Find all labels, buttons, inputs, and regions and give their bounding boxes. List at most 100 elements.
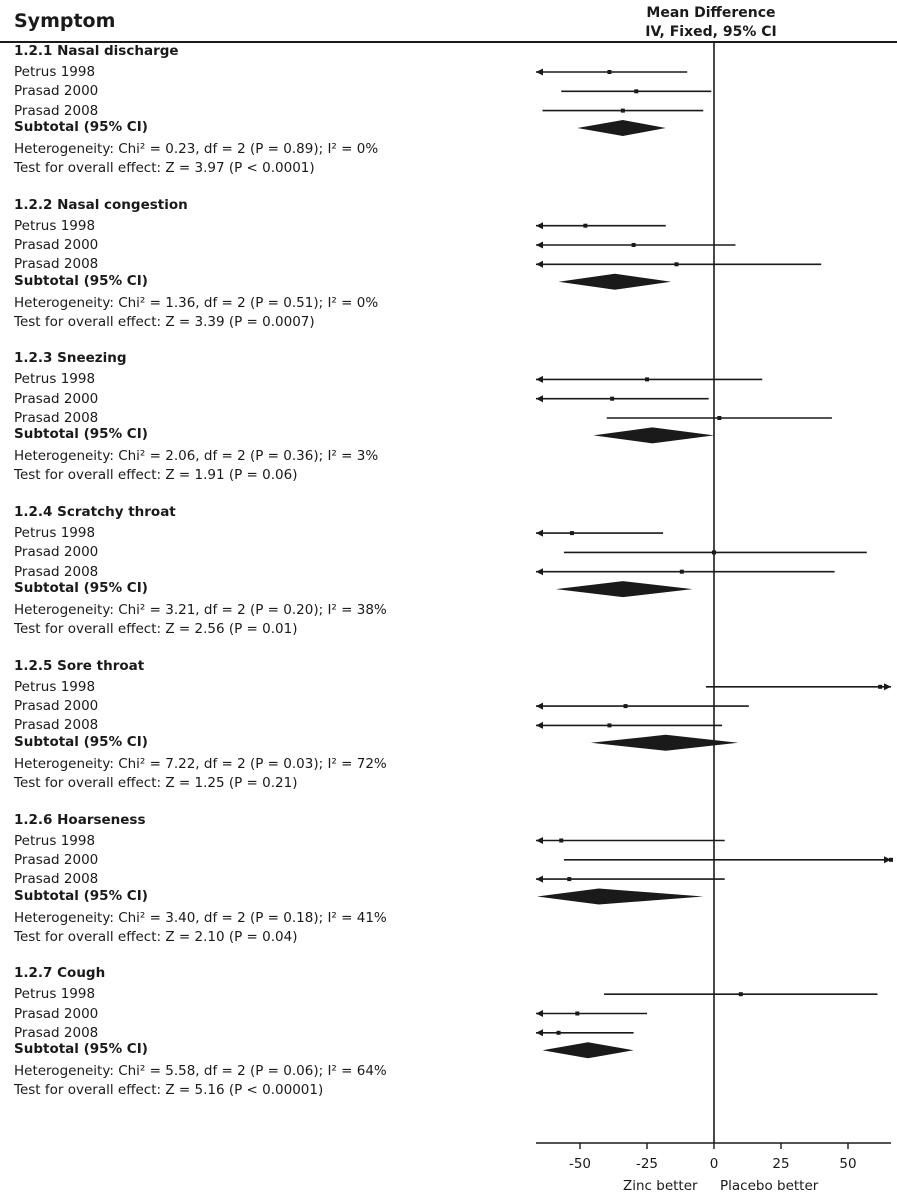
study-name: Prasad 2008 bbox=[14, 256, 99, 273]
ci-arrow-left bbox=[536, 529, 543, 537]
ci-arrow-left bbox=[536, 1010, 543, 1017]
study-point bbox=[575, 1011, 580, 1016]
heterogeneity-text: Heterogeneity: Chi² = 2.06, df = 2 (P = … bbox=[14, 448, 379, 465]
ci-arrow-left bbox=[536, 837, 543, 844]
column-title: Symptom bbox=[14, 10, 116, 32]
ci-arrow-left bbox=[536, 721, 543, 729]
study-name: Prasad 2000 bbox=[14, 851, 99, 868]
study-point bbox=[889, 857, 893, 862]
heterogeneity-text: Heterogeneity: Chi² = 3.21, df = 2 (P = … bbox=[14, 602, 387, 619]
study-name: Prasad 2000 bbox=[14, 390, 99, 407]
subtotal-label: Subtotal (95% CI) bbox=[14, 887, 148, 904]
x-tick-label: 50 bbox=[839, 1156, 856, 1172]
study-point bbox=[620, 108, 625, 113]
overall-effect-text: Test for overall effect: Z = 2.10 (P = 0… bbox=[14, 928, 298, 945]
study-name: Petrus 1998 bbox=[14, 832, 96, 849]
md-header-line1: Mean Difference bbox=[646, 5, 776, 21]
x-tick-label: -50 bbox=[569, 1156, 591, 1172]
study-point bbox=[607, 70, 612, 74]
x-tick-label: -25 bbox=[636, 1156, 658, 1172]
heterogeneity-text: Heterogeneity: Chi² = 0.23, df = 2 (P = … bbox=[14, 141, 379, 157]
study-point bbox=[583, 223, 588, 228]
study-name: Petrus 1998 bbox=[14, 678, 96, 695]
ci-arrow-right bbox=[884, 683, 891, 691]
ci-arrow-left bbox=[536, 1029, 543, 1037]
study-point bbox=[607, 723, 612, 728]
x-tick-label: 0 bbox=[710, 1156, 719, 1172]
group-title: 1.2.4 Scratchy throat bbox=[14, 504, 176, 521]
subtotal-label: Subtotal (95% CI) bbox=[14, 426, 148, 443]
study-point bbox=[567, 877, 572, 882]
overall-effect-text: Test for overall effect: Z = 1.91 (P = 0… bbox=[14, 467, 298, 484]
study-name: Prasad 2008 bbox=[14, 563, 99, 580]
study-name: Petrus 1998 bbox=[14, 525, 96, 542]
ci-arrow-left bbox=[536, 875, 543, 883]
heterogeneity-text: Heterogeneity: Chi² = 3.40, df = 2 (P = … bbox=[14, 909, 387, 926]
favours-left-label: Zinc better bbox=[623, 1178, 698, 1194]
study-name: Prasad 2000 bbox=[14, 1005, 99, 1022]
study-point bbox=[556, 1030, 561, 1035]
study-name: Prasad 2008 bbox=[14, 717, 99, 734]
subtotal-diamond bbox=[555, 581, 693, 598]
study-name: Petrus 1998 bbox=[14, 986, 96, 1003]
ci-arrow-left bbox=[536, 395, 543, 403]
group-title: 1.2.2 Nasal congestion bbox=[14, 196, 188, 213]
subtotal-label: Subtotal (95% CI) bbox=[14, 580, 148, 597]
subtotal-label: Subtotal (95% CI) bbox=[14, 1041, 148, 1058]
study-point bbox=[610, 396, 615, 401]
overall-effect-text: Test for overall effect: Z = 3.39 (P = 0… bbox=[14, 313, 315, 330]
header-rule bbox=[0, 41, 897, 43]
subtotal-diamond bbox=[542, 1042, 634, 1059]
study-point bbox=[679, 569, 684, 574]
favours-right-label: Placebo better bbox=[720, 1178, 819, 1194]
study-point bbox=[645, 377, 649, 382]
group-title: 1.2.1 Nasal discharge bbox=[14, 43, 179, 59]
study-point bbox=[631, 243, 636, 247]
study-name: Prasad 2000 bbox=[14, 544, 99, 561]
study-name: Prasad 2008 bbox=[14, 410, 99, 426]
md-header-line2: IV, Fixed, 95% CI bbox=[645, 24, 777, 40]
study-name: Prasad 2008 bbox=[14, 871, 99, 888]
heterogeneity-text: Heterogeneity: Chi² = 5.58, df = 2 (P = … bbox=[14, 1063, 387, 1080]
ci-arrow-right bbox=[884, 856, 891, 864]
study-point bbox=[878, 684, 883, 689]
overall-effect-text: Test for overall effect: Z = 5.16 (P < 0… bbox=[14, 1082, 324, 1099]
ci-arrow-left bbox=[536, 260, 543, 268]
subtotal-label: Subtotal (95% CI) bbox=[14, 119, 148, 135]
study-point bbox=[738, 992, 743, 997]
ci-arrow-left bbox=[536, 568, 543, 576]
heterogeneity-text: Heterogeneity: Chi² = 7.22, df = 2 (P = … bbox=[14, 755, 387, 772]
subtotal-diamond bbox=[590, 734, 739, 751]
study-name: Prasad 2008 bbox=[14, 102, 99, 119]
group-title: 1.2.5 Sore throat bbox=[14, 657, 145, 674]
subtotal-diamond bbox=[577, 120, 666, 136]
study-point bbox=[674, 262, 679, 267]
subtotal-label: Subtotal (95% CI) bbox=[14, 733, 148, 750]
study-point bbox=[717, 416, 722, 420]
study-name: Petrus 1998 bbox=[14, 371, 96, 388]
ci-arrow-left bbox=[536, 68, 543, 76]
study-name: Petrus 1998 bbox=[14, 64, 96, 80]
subtotal-diamond bbox=[593, 427, 714, 444]
subtotal-label: Subtotal (95% CI) bbox=[14, 272, 148, 289]
study-name: Prasad 2000 bbox=[14, 83, 99, 100]
study-name: Prasad 2000 bbox=[14, 698, 99, 715]
study-name: Prasad 2008 bbox=[14, 1024, 99, 1041]
heterogeneity-text: Heterogeneity: Chi² = 1.36, df = 2 (P = … bbox=[14, 294, 379, 311]
study-point bbox=[623, 704, 628, 709]
ci-arrow-left bbox=[536, 702, 543, 710]
study-name: Petrus 1998 bbox=[14, 217, 96, 234]
subtotal-diamond bbox=[537, 888, 704, 905]
group-title: 1.2.6 Hoarseness bbox=[14, 811, 146, 828]
ci-arrow-left bbox=[536, 375, 543, 383]
study-name: Prasad 2000 bbox=[14, 237, 99, 253]
ci-arrow-left bbox=[536, 222, 543, 230]
overall-effect-text: Test for overall effect: Z = 2.56 (P = 0… bbox=[14, 621, 298, 638]
study-point bbox=[569, 531, 574, 536]
overall-effect-text: Test for overall effect: Z = 1.25 (P = 0… bbox=[14, 774, 298, 791]
study-point bbox=[634, 89, 639, 94]
group-title: 1.2.3 Sneezing bbox=[14, 350, 127, 367]
overall-effect-text: Test for overall effect: Z = 3.97 (P < 0… bbox=[14, 160, 315, 176]
subtotal-diamond bbox=[558, 273, 672, 290]
